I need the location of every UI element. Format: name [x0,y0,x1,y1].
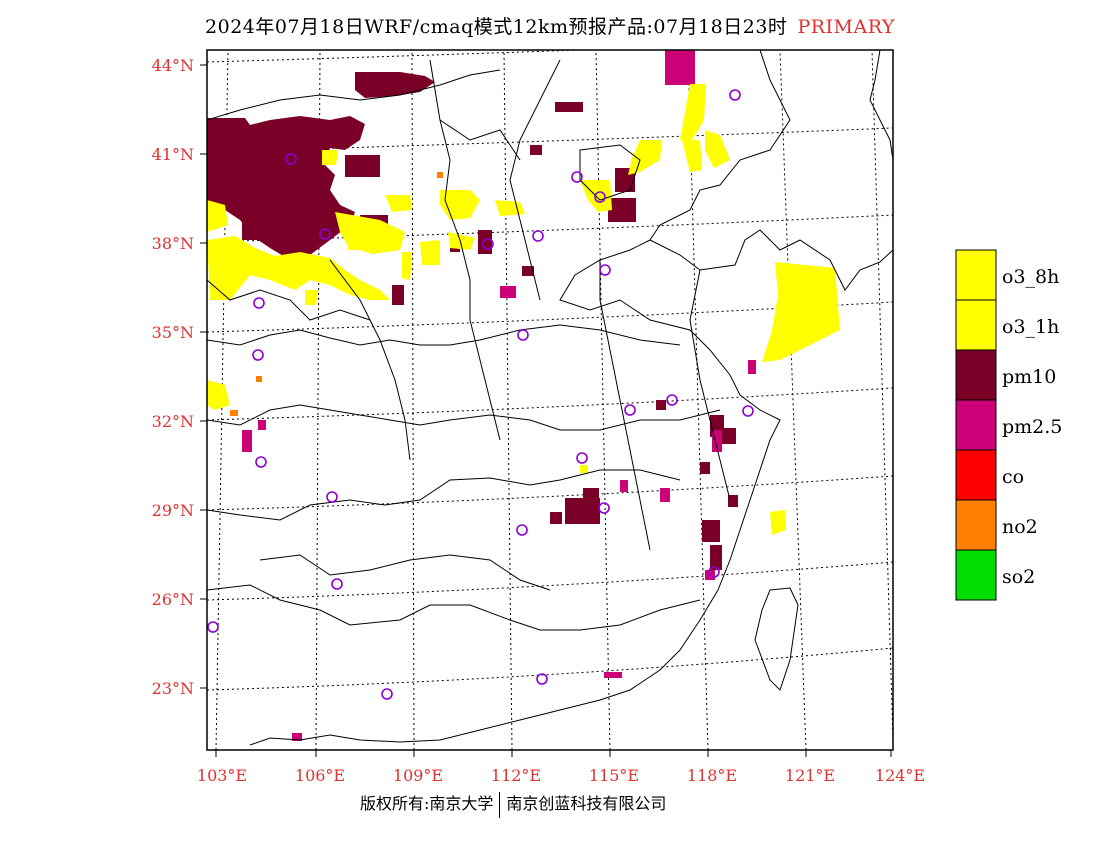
legend-swatch-o3-8h [955,249,997,301]
lat-label-26: 26°N [152,590,194,609]
copyright-footer: 版权所有:南京大学 南京创蓝科技有限公司 [360,790,666,818]
legend-label-o3-1h: o3_1h [1002,316,1059,338]
graticule [207,50,893,750]
copyright-left: 版权所有:南京大学 [360,794,494,813]
copyright-right: 南京创蓝科技有限公司 [506,794,667,813]
lat-label-32: 32°N [152,412,194,431]
legend-label-no2: no2 [1002,516,1038,538]
lat-label-44: 44°N [152,56,194,75]
lon-label-121: 121°E [785,766,835,785]
lon-ticks [215,750,892,757]
legend-swatch-co [955,449,997,501]
lon-label-103: 103°E [197,766,247,785]
map-frame [206,49,894,751]
lat-ticks [200,64,207,689]
lat-label-35: 35°N [152,323,194,342]
title-text: 2024年07月18日WRF/cmaq模式12km预报产品:07月18日23时 [205,16,788,38]
lat-label-38: 38°N [152,234,194,253]
no2-areas [230,172,443,416]
map-area [207,50,893,750]
lat-label-23: 23°N [152,679,194,698]
lon-label-106: 106°E [295,766,345,785]
legend-label-so2: so2 [1002,566,1035,588]
lat-label-41: 41°N [152,145,194,164]
legend-label-pm25: pm2.5 [1002,416,1062,438]
legend-label-o3-8h: o3_8h [1002,266,1059,288]
lon-label-115: 115°E [589,766,639,785]
primary-tag: PRIMARY [797,16,895,38]
lon-label-118: 118°E [687,766,737,785]
legend-swatch-pm25 [955,399,997,451]
footer-separator [499,791,501,818]
legend-label-co: co [1002,466,1024,488]
legend-label-pm10: pm10 [1002,366,1056,388]
legend: o3_8h o3_1h pm10 pm2.5 co no2 so2 [955,249,1062,601]
boundaries [207,50,893,746]
lon-label-112: 112°E [491,766,541,785]
lon-label-109: 109°E [393,766,443,785]
legend-swatch-pm10 [955,349,997,401]
legend-swatch-no2 [955,499,997,551]
lon-label-124: 124°E [875,766,925,785]
legend-swatch-o3-1h [955,299,997,351]
map-title: 2024年07月18日WRF/cmaq模式12km预报产品:07月18日23时 P… [0,12,1100,39]
lat-label-29: 29°N [152,501,194,520]
legend-swatch-so2 [955,549,997,601]
o3-areas [207,84,840,535]
city-markers [207,89,754,700]
